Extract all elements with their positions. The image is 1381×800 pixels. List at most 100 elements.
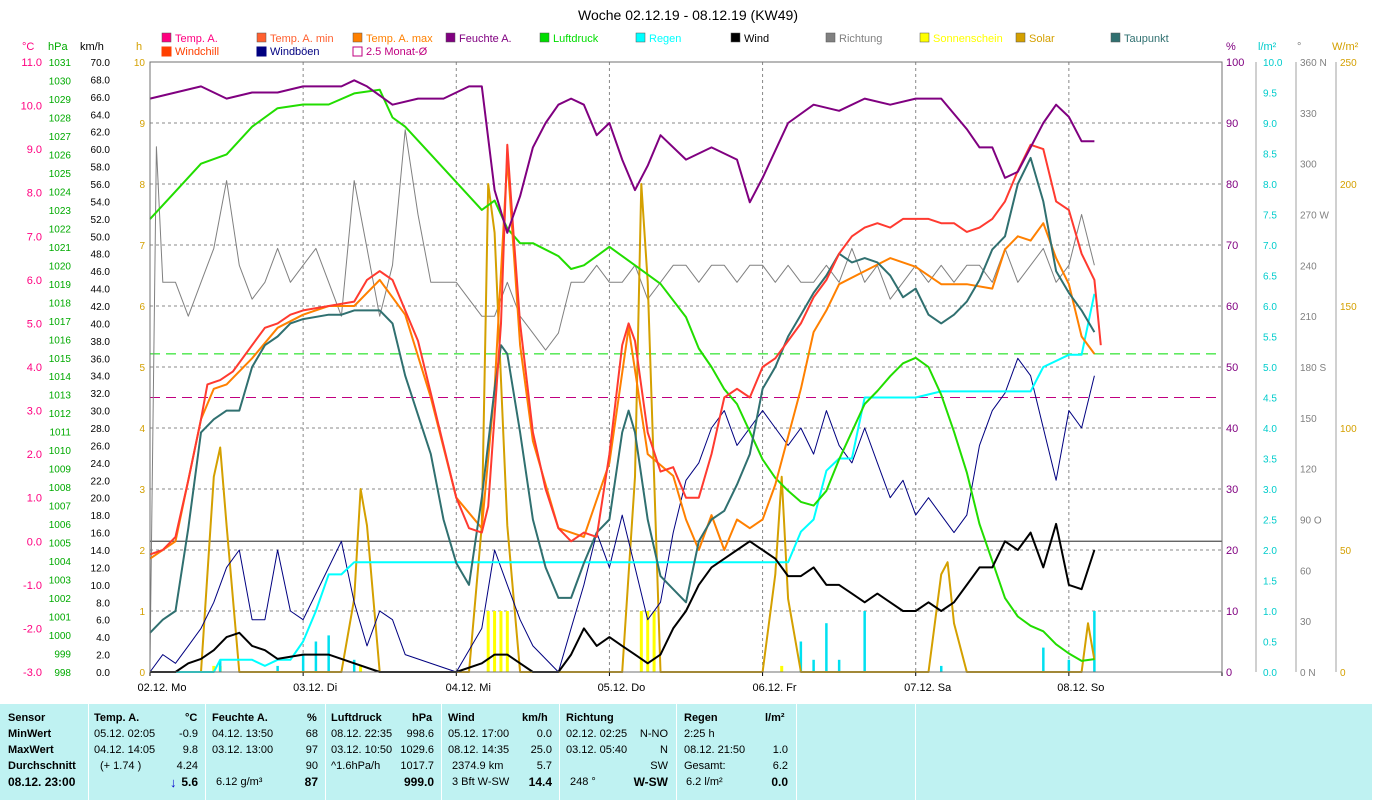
temp-tick-label: 2.0: [27, 449, 42, 461]
direction-tick-label: 300: [1300, 160, 1317, 171]
hpa-tick-label: 1000: [49, 631, 72, 642]
hpa-tick-label: 1010: [49, 446, 72, 457]
plot-border: [149, 61, 1223, 673]
kmh-tick-label: 42.0: [91, 302, 111, 313]
stats-avg-temp-diff: (+ 1.74 ): [100, 760, 142, 772]
axis-unit-degree: °: [1297, 41, 1301, 53]
stats-min-dir-val: N-NO: [639, 728, 668, 740]
axis-unit-percent: %: [1226, 41, 1236, 53]
stats-now-hum-val: 87: [304, 775, 318, 789]
percent-tick-label: 70: [1226, 240, 1238, 252]
kmh-tick-label: 52.0: [91, 215, 111, 226]
day-tick-label: 02.12. Mo: [138, 682, 187, 694]
kmh-tick-label: 20.0: [91, 494, 111, 505]
legend-label: Richtung: [839, 33, 882, 45]
day-tick-label: 05.12. Do: [598, 682, 646, 694]
stats-header-wind: Wind: [448, 712, 475, 724]
kmh-tick-label: 66.0: [91, 93, 111, 104]
axis-unit-kmh: km/h: [80, 41, 104, 53]
legend-label: Windböen: [270, 46, 320, 58]
temp-tick-label: 1.0: [27, 493, 42, 505]
stats-avg-rain-label: Gesamt:: [684, 760, 726, 772]
kmh-tick-label: 60.0: [91, 145, 111, 156]
rain-tick-label: 2.0: [1263, 546, 1277, 557]
stats-header-temp-unit: °C: [185, 712, 198, 724]
stats-max-temp-time: 04.12. 14:05: [94, 744, 156, 756]
percent-tick-label: 50: [1226, 362, 1238, 374]
series-wind: [150, 522, 1096, 673]
temp-tick-label: 11.0: [21, 57, 42, 69]
stats-now-dir-deg: 248 °: [570, 776, 596, 788]
kmh-tick-label: 8.0: [96, 598, 110, 609]
kmh-tick-label: 0.0: [96, 668, 110, 679]
kmh-tick-label: 6.0: [96, 616, 110, 627]
hpa-tick-label: 1013: [49, 391, 72, 402]
kmh-tick-label: 38.0: [91, 337, 111, 348]
stats-header-rain-unit: l/m²: [765, 712, 785, 724]
percent-tick-label: 10: [1226, 606, 1238, 618]
stats-header-dir: Richtung: [566, 712, 614, 724]
stats-min-wind-val: 0.0: [536, 728, 552, 740]
hpa-tick-label: 1009: [49, 465, 72, 476]
hpa-tick-label: 1018: [49, 298, 72, 309]
stats-now-press-val: 999.0: [403, 775, 434, 789]
stats-now-wind-bft: 3 Bft W-SW: [452, 776, 510, 788]
temp-tick-label: -3.0: [23, 667, 42, 679]
series-windb-en: [149, 357, 1095, 673]
kmh-tick-label: 36.0: [91, 354, 111, 365]
kmh-tick-label: 62.0: [91, 128, 111, 139]
kmh-tick-label: 40.0: [91, 319, 111, 330]
day-tick-label: 07.12. Sa: [904, 682, 952, 694]
temp-tick-label: 7.0: [27, 231, 42, 243]
direction-tick-label: 90 O: [1300, 516, 1322, 527]
hour-tick-label: 2: [139, 546, 145, 557]
stats-min-wind-time: 05.12. 17:00: [448, 728, 510, 740]
stats-max-hum-time: 03.12. 13:00: [212, 744, 274, 756]
solar-tick-label: 250: [1340, 58, 1357, 69]
rain-tick-label: 3.0: [1263, 485, 1277, 496]
stats-min-rain: 2:25 h: [684, 728, 715, 740]
hour-tick-label: 9: [139, 119, 145, 130]
solar-tick-label: 50: [1340, 546, 1352, 557]
rain-tick-label: 4.5: [1263, 394, 1277, 405]
stats-now-wind-val: 14.4: [528, 775, 552, 789]
hpa-tick-label: 1027: [49, 132, 72, 143]
stats-max-label: MaxWert: [8, 744, 54, 756]
plot-frame: [149, 61, 1223, 673]
hpa-tick-label: 1019: [49, 280, 72, 291]
direction-tick-label: 240: [1300, 261, 1317, 272]
hpa-tick-label: 1006: [49, 520, 72, 531]
temp-tick-label: 10.0: [21, 101, 42, 113]
hpa-tick-label: 1004: [49, 557, 72, 568]
series-taupunkt: [149, 156, 1096, 634]
series-feuchte-a-: [149, 79, 1095, 234]
direction-tick-label: 270 W: [1300, 211, 1329, 222]
kmh-tick-label: 46.0: [91, 267, 111, 278]
rain-tick-label: 6.5: [1263, 272, 1277, 283]
hpa-tick-label: 1026: [49, 150, 72, 161]
hpa-tick-label: 1030: [49, 76, 72, 87]
series-temp-a-max: [149, 156, 1096, 560]
legend-swatch: [1110, 32, 1121, 43]
hour-tick-label: 3: [139, 485, 145, 496]
solar-tick-label: 0: [1340, 668, 1346, 679]
hour-tick-label: 0: [139, 668, 145, 679]
stats-now-hum-abs: 6.12 g/m³: [216, 776, 263, 788]
hpa-tick-label: 998: [54, 668, 71, 679]
temp-tick-label: -2.0: [23, 623, 42, 635]
kmh-tick-label: 30.0: [91, 407, 111, 418]
stats-now-rain-total: 6.2 l/m²: [686, 776, 723, 788]
stats-min-hum-time: 04.12. 13:50: [212, 728, 274, 740]
direction-tick-label: 120: [1300, 465, 1317, 476]
solar-tick-label: 200: [1340, 180, 1357, 191]
direction-tick-label: 210: [1300, 312, 1317, 323]
stats-min-label: MinWert: [8, 728, 52, 740]
legend-label: Windchill: [175, 46, 219, 58]
kmh-tick-label: 26.0: [91, 441, 111, 452]
kmh-tick-label: 2.0: [96, 651, 110, 662]
stats-max-wind-val: 25.0: [530, 744, 552, 756]
legend-label: Temp. A. max: [366, 33, 433, 45]
hpa-tick-label: 1014: [49, 372, 72, 383]
hpa-tick-label: 999: [54, 650, 71, 661]
axis-ticks: °C hPa km/h h11.010.09.08.07.06.05.04.03.02…: [21, 41, 1359, 694]
